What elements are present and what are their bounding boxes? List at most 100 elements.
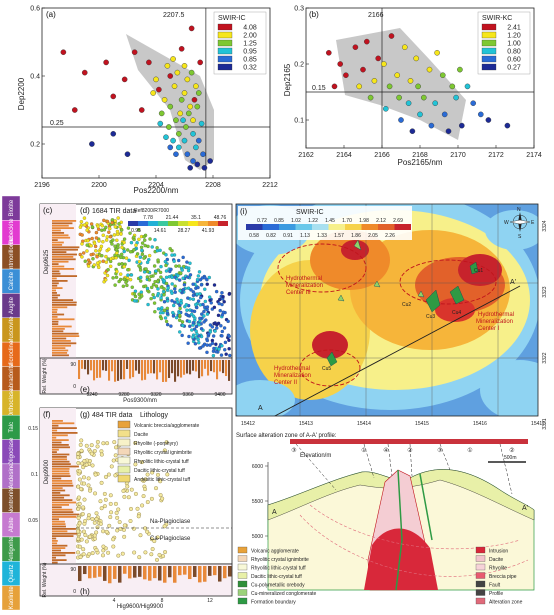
tir-point [99, 244, 104, 249]
tir-point [220, 334, 224, 338]
tir-point [113, 453, 118, 458]
section-legend-label: Formation boundary [251, 600, 296, 606]
mineral-strip-label: Antigorite [9, 536, 15, 562]
tir-point [198, 278, 203, 282]
scatter-point [197, 59, 203, 66]
section-legend-label: Rhyolite [489, 566, 507, 572]
tir-point [122, 240, 126, 245]
scatter-point [428, 122, 435, 129]
tir-point [141, 494, 146, 499]
y-tick-label: 0.2 [30, 142, 40, 149]
histogram-bar [52, 280, 68, 282]
tir-point [212, 346, 216, 351]
section-tick-label: 6000 [252, 464, 263, 470]
tir-point [186, 341, 190, 345]
section-projection-line [409, 443, 413, 477]
tir-point [127, 258, 131, 263]
tir-point [170, 291, 174, 295]
x-tick-label: 2208 [205, 182, 221, 189]
scatter-point [401, 44, 408, 51]
tir-point [115, 269, 119, 274]
tir-point [174, 315, 179, 320]
panel-h-ylabel: Rel. Weight (%) [42, 562, 48, 597]
tir-point [187, 319, 192, 324]
tir-point [122, 264, 126, 269]
weight-bar [93, 360, 96, 381]
weight-bar [150, 360, 153, 374]
tir-point [214, 350, 219, 354]
histogram-bar [52, 436, 57, 439]
mineral-strip-label: Andesine [9, 463, 15, 489]
histogram-bar [52, 258, 76, 261]
tir-point [227, 338, 231, 342]
mineral-strip-label: Quartz [9, 564, 15, 582]
tir-point [155, 535, 160, 540]
histogram-bar [52, 475, 71, 477]
tir-point [79, 448, 84, 453]
scatter-point [103, 59, 109, 66]
section-elevation-ticks: 6000 5500 5000 [252, 464, 268, 540]
tir-point [109, 464, 114, 469]
tir-point [180, 268, 184, 272]
legend-swatch [217, 23, 233, 31]
tir-point [143, 550, 148, 555]
tir-point [203, 299, 208, 304]
tir-point [164, 319, 169, 324]
tir-point [199, 295, 203, 300]
tir-point [162, 524, 167, 529]
heat-blob [310, 230, 390, 290]
colorbar-cell [138, 221, 148, 226]
map-colorbar-top-value: 1.98 [359, 218, 369, 224]
tir-point [165, 257, 170, 262]
tir-point [212, 283, 217, 287]
tir-point [113, 473, 118, 478]
legend-value: 1.25 [243, 41, 257, 48]
tir-point [211, 334, 216, 338]
map-y-tick-label: 3321 [542, 418, 548, 429]
section-intrusion [364, 528, 438, 590]
legend-title: SWIR-KC [482, 15, 512, 22]
tir-point [222, 300, 226, 304]
tir-point [76, 455, 81, 460]
tir-point [228, 353, 232, 358]
tir-point [196, 337, 200, 342]
histogram-bar [52, 244, 63, 246]
panel-b-ylabel: Dep2165 [283, 63, 292, 96]
x-tick-label: 9280 [118, 392, 129, 398]
tir-point [101, 529, 106, 534]
tir-point [77, 501, 82, 506]
weight-bar [117, 360, 120, 381]
scatter-point [187, 164, 193, 171]
scatter-point [175, 144, 182, 151]
tir-point [113, 225, 118, 229]
tir-point [133, 491, 138, 496]
tir-point [169, 324, 173, 328]
histogram-bar [52, 528, 76, 530]
tir-point [220, 329, 225, 334]
tir-point [131, 526, 136, 531]
section-legend-swatch [475, 597, 486, 605]
tir-point [172, 259, 176, 264]
histogram-bar [52, 304, 77, 306]
section-projection-line [387, 443, 393, 477]
section-legend-swatch [237, 563, 248, 571]
tir-point [89, 252, 93, 257]
tir-point [160, 496, 165, 501]
tir-point [101, 544, 106, 549]
center-ii-label: Hydrothermal Mineralization Center II [274, 366, 313, 386]
tir-point [219, 353, 224, 357]
histogram-bar [52, 220, 77, 222]
section-legend-swatch [475, 555, 486, 562]
tir-point [104, 254, 108, 259]
tir-point [135, 506, 140, 511]
tir-point [102, 491, 107, 496]
histogram-bar [52, 241, 64, 244]
tir-point [196, 299, 201, 303]
tir-point [145, 260, 150, 265]
tir-point [118, 526, 123, 531]
histogram-bar [52, 229, 61, 232]
heat-blob [485, 210, 538, 250]
panel-h-ticks: 4 8 12 90 0 [70, 567, 213, 604]
map-colorbar-cell [361, 224, 378, 230]
panel-i-map: (i) SWIR-IC 0.72 0.85 1.02 1.22 1.45 1.70 1.98… [235, 203, 548, 439]
